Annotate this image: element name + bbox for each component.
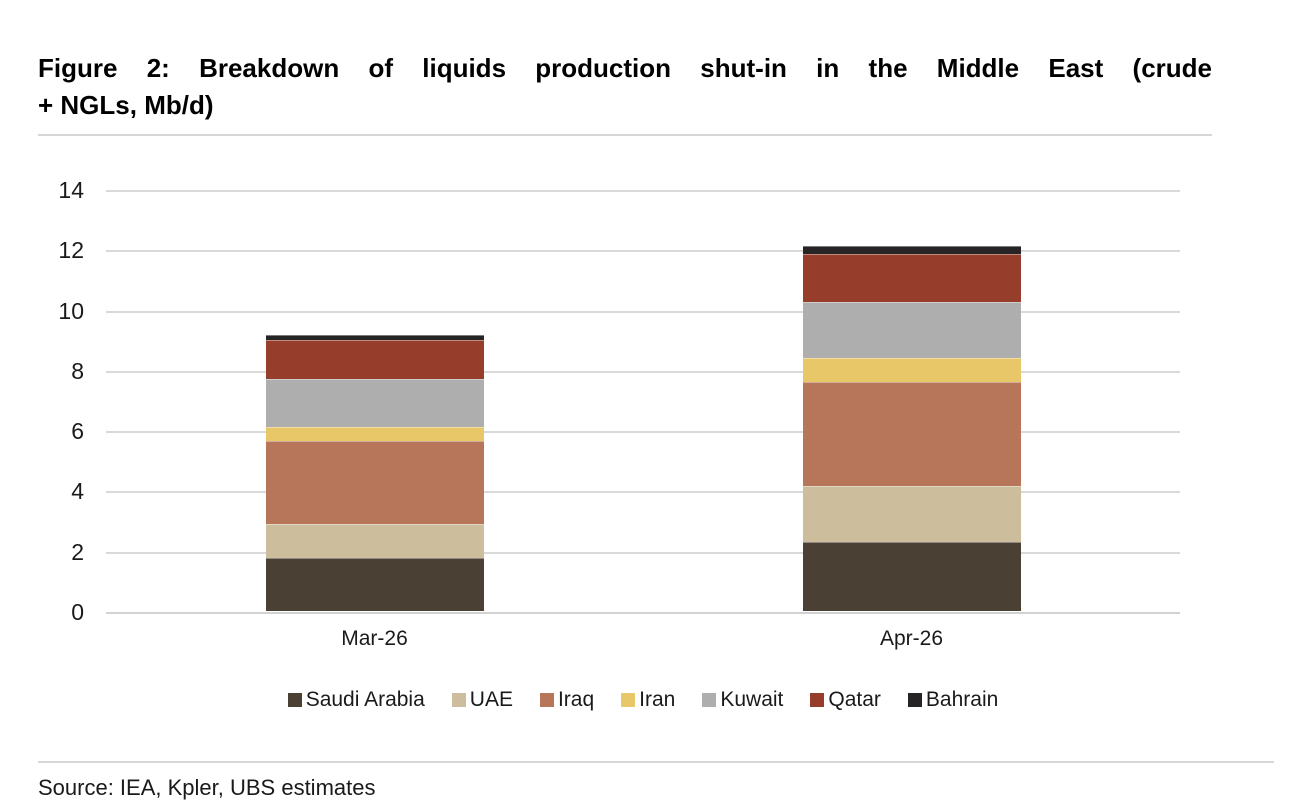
bar-segment-apr-26-uae <box>802 485 1021 542</box>
y-tick-label-4: 4 <box>71 478 84 505</box>
legend-label: Qatar <box>828 688 881 711</box>
legend-item-iraq: Iraq <box>539 688 595 712</box>
legend-swatch-icon <box>702 693 717 707</box>
legend-item-saudi-arabia: Saudi Arabia <box>287 688 425 712</box>
bar-segment-mar-26-iran <box>265 427 484 441</box>
bar-segment-mar-26-qatar <box>265 339 484 379</box>
bar-segment-mar-26-iraq <box>265 440 484 524</box>
bottom-divider <box>38 761 1274 763</box>
legend-item-bahrain: Bahrain <box>907 688 999 712</box>
y-tick-label-10: 10 <box>58 297 84 324</box>
bar-segment-apr-26-iraq <box>802 381 1021 486</box>
gridline-y-6 <box>106 431 1180 434</box>
bar-segment-mar-26-kuwait <box>265 378 484 428</box>
legend-label: Bahrain <box>925 688 999 711</box>
legend-item-uae: UAE <box>451 688 513 712</box>
bar-segment-apr-26-bahrain <box>802 246 1021 254</box>
legend-swatch-icon <box>451 693 466 707</box>
figure-title-line-2: + NGLs, Mb/d) <box>38 90 214 120</box>
gridline-y-0 <box>106 612 1180 614</box>
bar-apr-26 <box>802 246 1021 611</box>
y-tick-label-6: 6 <box>71 418 84 445</box>
gridline-y-10 <box>106 310 1180 313</box>
bar-segment-apr-26-saudi-arabia <box>802 541 1021 611</box>
legend-label: Iran <box>639 688 676 711</box>
title-divider <box>38 134 1212 136</box>
plot-area <box>106 190 1180 614</box>
bar-segment-mar-26-uae <box>265 523 484 559</box>
y-tick-label-12: 12 <box>58 237 84 264</box>
legend-swatch-icon <box>287 693 302 707</box>
gridline-y-14 <box>106 190 1180 192</box>
legend-swatch-icon <box>539 693 554 707</box>
gridline-y-4 <box>106 491 1180 494</box>
y-tick-label-2: 2 <box>71 538 84 565</box>
bar-segment-apr-26-iran <box>802 357 1021 382</box>
legend-swatch-icon <box>810 693 825 707</box>
x-tick-label-mar-26: Mar-26 <box>341 627 408 650</box>
figure-title: Figure 2: Breakdown of liquids productio… <box>38 50 1212 124</box>
y-tick-label-14: 14 <box>58 177 84 203</box>
legend-item-kuwait: Kuwait <box>702 688 783 712</box>
gridline-y-8 <box>106 370 1180 373</box>
gridline-y-12 <box>106 250 1180 253</box>
bar-mar-26 <box>265 335 484 611</box>
x-tick-label-apr-26: Apr-26 <box>879 627 944 650</box>
bar-segment-mar-26-bahrain <box>265 335 484 340</box>
y-tick-label-8: 8 <box>71 357 84 384</box>
y-tick-label-0: 0 <box>71 599 84 625</box>
gridline-y-2 <box>106 551 1180 554</box>
legend-item-iran: Iran <box>621 688 675 712</box>
source-note: Source: IEA, Kpler, UBS estimates <box>38 775 376 800</box>
legend-swatch-icon <box>621 693 636 707</box>
bar-segment-apr-26-qatar <box>802 253 1021 303</box>
legend-swatch-icon <box>907 693 922 707</box>
legend: Saudi Arabia UAE Iraq Iran Kuwait Qatar Bahrai… <box>106 688 1180 712</box>
legend-label: Saudi Arabia <box>305 688 425 711</box>
legend-item-qatar: Qatar <box>810 688 881 712</box>
legend-label: UAE <box>469 688 513 711</box>
figure-title-line-1: Figure 2: Breakdown of liquids productio… <box>38 53 1212 83</box>
legend-label: Iraq <box>557 688 595 711</box>
legend-label: Kuwait <box>720 688 784 711</box>
bar-segment-apr-26-kuwait <box>802 302 1021 358</box>
bar-segment-mar-26-saudi-arabia <box>265 558 484 611</box>
x-axis: Mar-26 Apr-26 <box>106 627 1180 657</box>
